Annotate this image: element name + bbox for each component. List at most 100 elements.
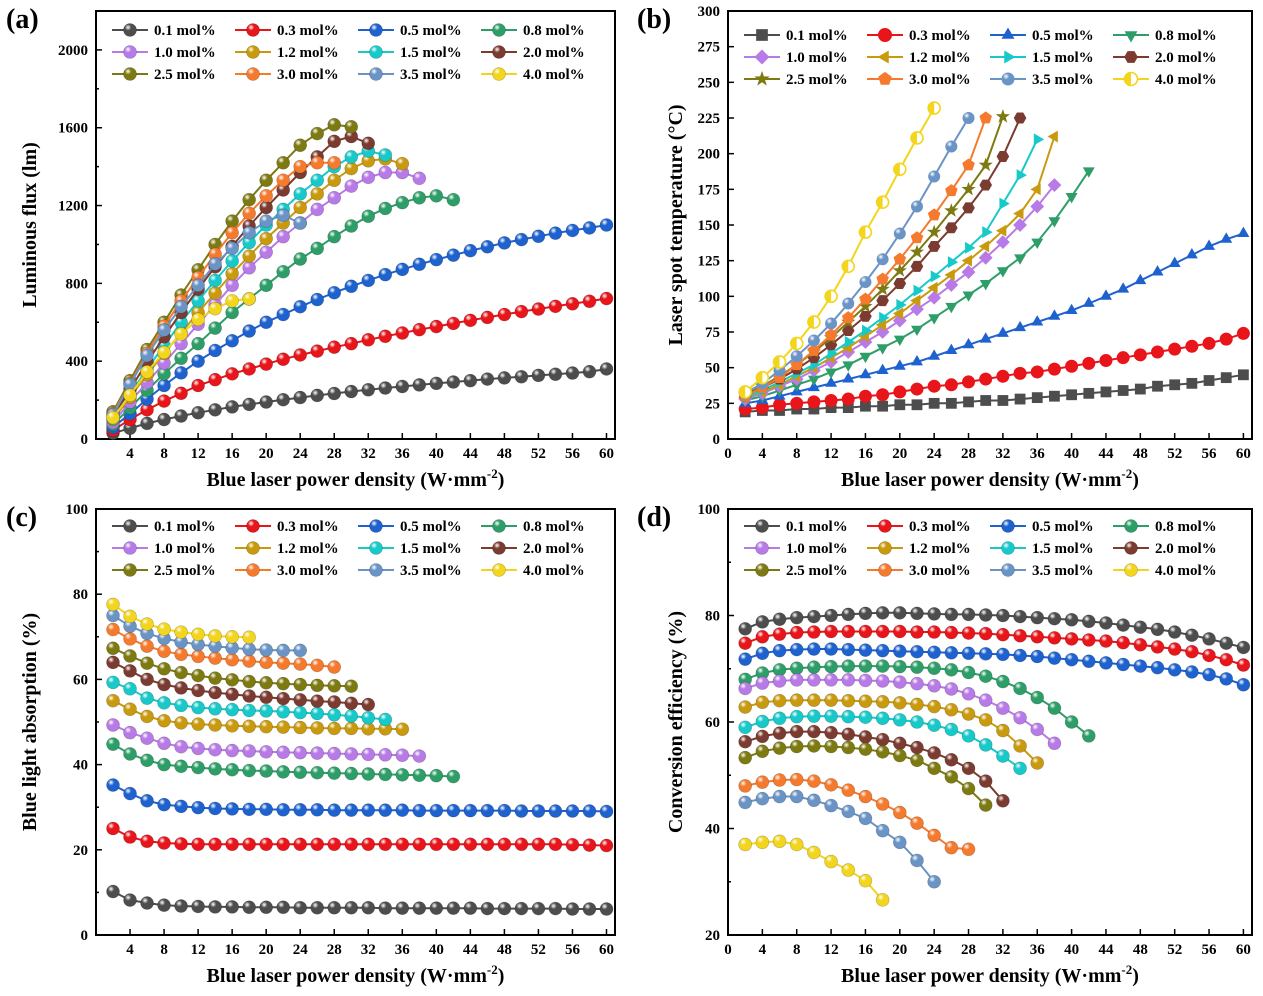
data-point: [480, 803, 495, 818]
data-point: [945, 397, 957, 409]
data-point: [1031, 238, 1044, 250]
legend-marker: [492, 563, 506, 577]
data-point: [910, 200, 923, 213]
data-point: [208, 742, 222, 757]
data-point: [1202, 648, 1216, 663]
data-point: [738, 681, 752, 696]
data-point: [875, 606, 890, 620]
x-tick-label: 28: [327, 942, 342, 958]
legend-marker: [1123, 71, 1139, 87]
data-point: [191, 760, 205, 775]
data-point: [259, 357, 273, 371]
data-point: [790, 396, 804, 410]
data-point: [842, 297, 855, 310]
data-point: [361, 710, 376, 725]
data-point: [927, 699, 941, 714]
data-point: [242, 362, 256, 376]
legend-label: 2.0 mol%: [1155, 541, 1217, 557]
data-point: [875, 195, 890, 209]
data-point: [344, 384, 359, 399]
data-point: [1030, 649, 1045, 664]
data-point: [276, 208, 290, 223]
series-line: [112, 297, 607, 432]
data-point: [378, 748, 393, 762]
data-point: [893, 659, 907, 674]
data-point: [1236, 677, 1251, 692]
data-point: [910, 753, 924, 768]
data-point: [208, 762, 222, 776]
legend-label: 0.8 mol%: [523, 23, 585, 39]
x-axis-title-end: ): [1132, 469, 1139, 491]
panel-label: (b): [637, 4, 671, 35]
data-point: [242, 397, 256, 412]
y-axis-title: Laser spot temperature (°C): [665, 104, 687, 345]
legend-label: 1.5 mol%: [1032, 541, 1094, 557]
data-point: [259, 719, 273, 734]
data-point: [755, 629, 770, 644]
data-point: [841, 624, 856, 639]
data-point: [242, 744, 256, 758]
data-point: [1047, 611, 1062, 626]
data-point: [893, 162, 907, 177]
y-tick-label: 20: [73, 843, 88, 859]
legend-marker: [123, 541, 137, 555]
data-point: [123, 649, 137, 663]
legend-label: 0.5 mol%: [400, 23, 462, 39]
data-point: [412, 768, 427, 783]
series-0.5-mol: [106, 778, 614, 819]
data-point: [858, 694, 873, 709]
data-point: [844, 336, 856, 348]
data-point: [157, 898, 171, 912]
data-point: [807, 693, 821, 707]
data-point: [497, 803, 512, 818]
data-point: [755, 714, 770, 729]
series-line: [744, 730, 1004, 802]
data-point: [944, 770, 959, 784]
series-1.2-mol: [738, 693, 1045, 770]
data-point: [962, 291, 975, 302]
data-point: [259, 214, 273, 228]
data-point: [140, 416, 154, 431]
legend-item: 3.0 mol%: [235, 563, 339, 579]
data-point: [1013, 609, 1027, 624]
x-tick-label: 28: [961, 446, 976, 462]
data-point: [947, 256, 959, 269]
data-point: [599, 902, 614, 916]
data-point: [208, 321, 222, 335]
data-point: [755, 676, 770, 690]
data-point: [191, 405, 205, 420]
data-point: [327, 118, 342, 132]
data-point: [480, 239, 495, 254]
data-point: [1168, 342, 1182, 356]
data-point: [157, 622, 171, 636]
data-point: [910, 644, 924, 659]
data-point: [259, 231, 273, 246]
data-point: [789, 661, 804, 676]
data-point: [412, 190, 427, 205]
data-point: [361, 900, 376, 915]
y-tick-label: 75: [705, 325, 720, 341]
x-tick-label: 48: [1133, 446, 1148, 462]
legend-label: 1.5 mol%: [1032, 50, 1094, 66]
x-tick-label: 28: [961, 942, 976, 958]
legend-label: 2.5 mol%: [786, 72, 848, 88]
data-point: [910, 382, 924, 396]
data-point: [944, 645, 959, 660]
data-point: [429, 189, 444, 203]
data-point: [824, 642, 838, 656]
data-point: [910, 816, 924, 830]
legend-marker: [492, 519, 506, 533]
data-point: [824, 289, 838, 304]
data-point: [876, 344, 889, 355]
legend-item: 1.5 mol%: [358, 45, 462, 61]
data-point: [858, 789, 873, 804]
data-point: [276, 392, 290, 407]
series-3.5-mol: [739, 112, 975, 400]
data-point: [395, 837, 410, 852]
data-point: [927, 761, 941, 776]
data-point: [893, 335, 906, 347]
data-point: [242, 260, 256, 275]
legend-item: 4.0 mol%: [1113, 71, 1217, 88]
x-tick-label: 24: [927, 942, 943, 958]
data-point: [582, 804, 597, 818]
